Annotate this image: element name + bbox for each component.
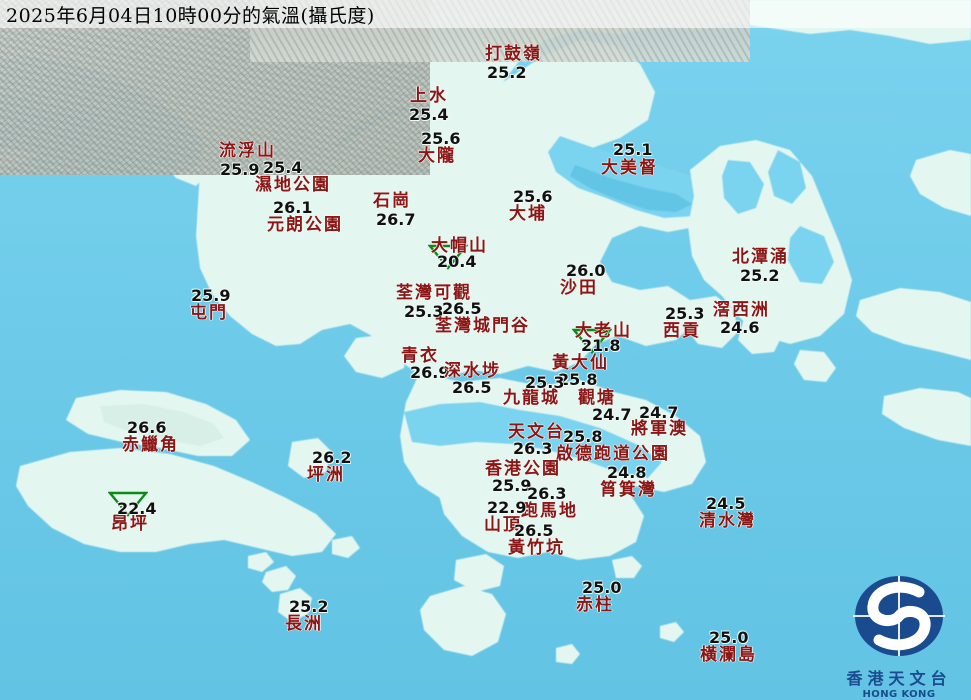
station-name: 長洲 [285, 614, 323, 634]
station-temperature-value: 25.3 [525, 373, 565, 392]
station-temperature-value: 26.3 [513, 439, 553, 458]
station-temperature-value: 25.1 [613, 140, 653, 159]
station-name: 北潭涌 [732, 247, 789, 267]
station-name: 赤柱 [576, 595, 614, 615]
station-name: 香港公園 [485, 459, 561, 479]
station-temperature-value: 26.9 [410, 363, 450, 382]
station-temperature-value: 25.9 [220, 160, 260, 179]
observatory-emblem-icon [853, 576, 945, 656]
station-name: 大埔 [509, 204, 547, 224]
station-name: 跑馬地 [521, 501, 578, 521]
station-temperature-value: 21.8 [581, 336, 621, 355]
station-temperature-value: 25.9 [191, 286, 231, 305]
station-name: 九龍城 [503, 388, 560, 408]
station-name: 清水灣 [699, 511, 756, 531]
station-name: 筲箕灣 [600, 480, 657, 500]
station-temperature-value: 24.5 [706, 494, 746, 513]
hko-logo: 香港天文台 HONG KONG OBSERVATORY [833, 574, 965, 700]
station-name: 大美督 [601, 158, 658, 178]
station-name: 上水 [410, 86, 448, 106]
station-temperature-value: 25.4 [409, 105, 449, 124]
station-name: 昂坪 [111, 514, 149, 534]
station-temperature-value: 25.3 [665, 304, 705, 323]
station-name: 濕地公園 [255, 175, 331, 195]
logo-chinese-text: 香港天文台 [846, 669, 952, 688]
station-temperature-value: 25.0 [709, 628, 749, 647]
station-temperature-value: 25.3 [404, 302, 444, 321]
station-name: 深水埗 [444, 361, 501, 381]
station-name: 坪洲 [307, 465, 345, 485]
station-name: 西貢 [663, 321, 701, 341]
station-temperature-value: 25.8 [558, 370, 598, 389]
station-temperature-value: 26.5 [514, 521, 554, 540]
station-temperature-value: 26.7 [376, 210, 416, 229]
min-temperature-marker-icon [428, 244, 468, 270]
station-temperature-value: 24.8 [607, 463, 647, 482]
station-name: 大帽山 [431, 236, 488, 256]
station-name: 石崗 [373, 191, 411, 211]
station-temperature-value: 22.4 [117, 499, 157, 518]
station-name: 青衣 [401, 346, 439, 366]
title-bar [0, 0, 971, 28]
station-temperature-value: 20.4 [437, 252, 477, 271]
station-temperature-value: 26.3 [527, 484, 567, 503]
station-temperature-value: 26.5 [442, 299, 482, 318]
logo-english-text: HONG KONG OBSERVATORY [862, 689, 936, 700]
station-name: 黃大仙 [552, 353, 609, 373]
station-name: 打鼓嶺 [485, 44, 542, 64]
station-name: 天文台 [508, 422, 565, 442]
station-name: 將軍澳 [631, 419, 688, 439]
station-temperature-value: 26.2 [312, 448, 352, 467]
station-name: 赤鱲角 [122, 435, 179, 455]
station-name: 山頂 [484, 515, 522, 535]
station-name: 屯門 [190, 303, 228, 323]
station-temperature-value: 25.2 [740, 266, 780, 285]
station-temperature-value: 25.0 [582, 578, 622, 597]
station-name: 觀塘 [578, 388, 616, 408]
station-temperature-value: 25.8 [563, 427, 603, 446]
station-name: 黃竹坑 [508, 538, 565, 558]
station-temperature-value: 25.9 [492, 476, 532, 495]
station-name: 大隴 [418, 146, 456, 166]
station-temperature-value: 25.6 [421, 129, 461, 148]
station-temperature-value: 22.9 [487, 498, 527, 517]
station-temperature-value: 26.6 [127, 418, 167, 437]
station-temperature-value: 25.4 [263, 158, 303, 177]
station-temperature-value: 24.6 [720, 318, 760, 337]
station-name: 大老山 [575, 321, 632, 341]
station-name: 流浮山 [219, 141, 276, 161]
station-name: 啟德跑道公園 [556, 444, 670, 464]
station-temperature-value: 25.2 [487, 63, 527, 82]
station-temperature-value: 25.6 [513, 187, 553, 206]
page-title: 2025年6月04日10時00分的氣溫(攝氏度) [6, 5, 375, 27]
min-temperature-marker-icon [108, 491, 148, 517]
station-name: 荃灣城門谷 [435, 316, 530, 336]
station-temperature-value: 26.0 [566, 261, 606, 280]
station-temperature-value: 25.2 [289, 597, 329, 616]
station-name: 沙田 [560, 278, 598, 298]
station-temperature-value: 26.1 [273, 198, 313, 217]
station-temperature-value: 24.7 [592, 405, 632, 424]
station-temperature-value: 26.5 [452, 378, 492, 397]
station-name: 橫瀾島 [700, 645, 757, 665]
station-name: 荃灣可觀 [396, 283, 472, 303]
station-temperature-value: 24.7 [639, 403, 679, 422]
min-temperature-marker-icon [572, 328, 612, 354]
station-name: 滘西洲 [713, 300, 770, 320]
station-name: 元朗公園 [267, 215, 343, 235]
